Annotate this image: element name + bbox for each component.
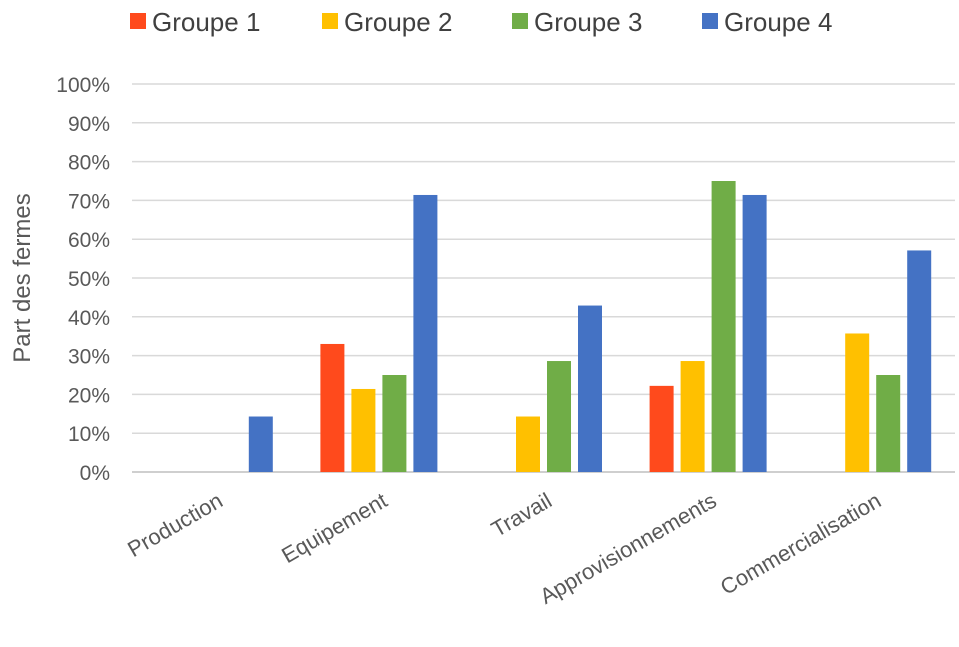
x-tick-label: Equipement [277, 488, 391, 568]
y-axis-ticks: 0% 10% 20% 30% 40% 50% 60% 70% 80% 90% 100% [56, 74, 110, 485]
bar-groupe-3-equipement [382, 375, 407, 472]
x-axis-ticks: Production Equipement TravailApprovisionne… [123, 488, 885, 609]
legend-label: Groupe 4 [724, 7, 832, 37]
legend: Groupe 1 Groupe 2 Groupe 3 Groupe 4 [130, 7, 832, 37]
y-tick-label: 100% [56, 74, 110, 97]
bar-groupe-2-equipement [351, 388, 376, 472]
bar-groupe-3-approvisionnements [711, 181, 736, 472]
legend-swatch [130, 13, 146, 29]
legend-label: Groupe 3 [534, 7, 642, 37]
bar-groupe-2-travail [516, 416, 540, 472]
bar-groupe-1-approvisionnements [649, 385, 674, 472]
y-tick-label: 0% [80, 462, 110, 485]
y-tick-label: 80% [68, 152, 110, 175]
bar-groupe-4-commercialisation [907, 250, 932, 472]
bar-groupe-2-approvisionnements [680, 361, 705, 472]
bar-groupe-4-equipement [413, 194, 438, 472]
x-tick-label: Travail [487, 488, 556, 542]
legend-swatch [512, 13, 528, 29]
x-tick-label: Commercialisation [716, 488, 885, 600]
legend-swatch [702, 13, 718, 29]
x-tick-label: Production [123, 488, 227, 562]
x-tick-label: Approvisionnements [535, 488, 720, 609]
y-tick-label: 60% [68, 229, 110, 252]
y-tick-label: 20% [68, 384, 110, 407]
bar-groupe-1-equipement [320, 343, 345, 472]
bar-groupe-3-travail [547, 361, 571, 472]
y-tick-label: 30% [68, 346, 110, 369]
y-tick-label: 90% [68, 113, 110, 136]
legend-swatch [322, 13, 338, 29]
y-tick-label: 70% [68, 190, 110, 213]
bar-groupe-4-production [248, 416, 273, 472]
y-tick-label: 10% [68, 423, 110, 446]
bar-groupe-2-commercialisation [845, 333, 870, 472]
bar-groupe-4-approvisionnements [742, 194, 767, 472]
y-tick-label: 40% [68, 307, 110, 330]
legend-label: Groupe 2 [344, 7, 452, 37]
y-tick-label: 50% [68, 268, 110, 291]
y-axis-label: Part des fermes [9, 193, 36, 362]
bars [248, 181, 932, 472]
bar-groupe-3-commercialisation [876, 375, 901, 472]
legend-label: Groupe 1 [152, 7, 260, 37]
bar-groupe-4-travail [578, 305, 602, 472]
gridlines [132, 83, 955, 473]
